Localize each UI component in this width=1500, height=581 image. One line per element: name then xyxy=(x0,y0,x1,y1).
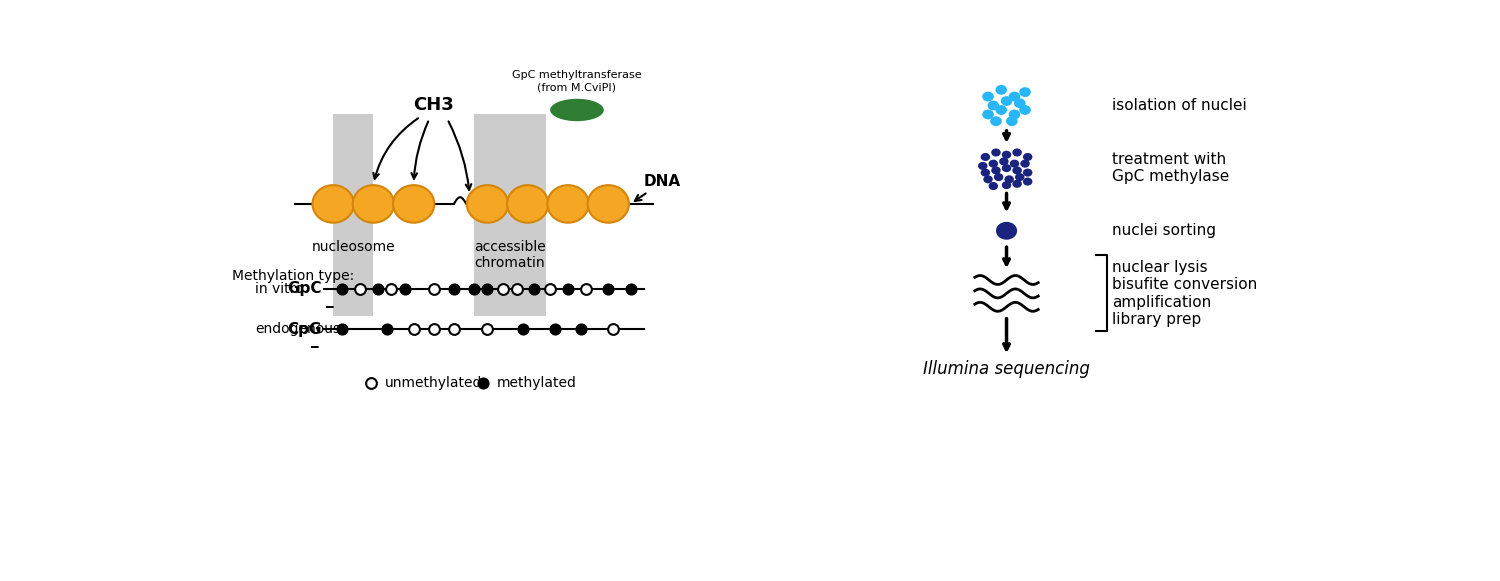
Ellipse shape xyxy=(996,222,1017,240)
Point xyxy=(471,378,495,388)
Point xyxy=(393,284,417,293)
Point xyxy=(375,325,399,334)
Ellipse shape xyxy=(1010,160,1019,168)
Point xyxy=(366,284,390,293)
Text: nuclei sorting: nuclei sorting xyxy=(1112,223,1216,238)
Text: _: _ xyxy=(310,333,318,348)
Point xyxy=(330,325,354,334)
Point xyxy=(330,284,354,293)
Point xyxy=(570,325,594,334)
Ellipse shape xyxy=(1002,181,1011,189)
Ellipse shape xyxy=(312,185,354,223)
Ellipse shape xyxy=(1014,98,1026,108)
Text: Methylation type:: Methylation type: xyxy=(232,268,354,282)
Point xyxy=(422,284,446,293)
Point xyxy=(476,284,500,293)
Ellipse shape xyxy=(1020,160,1031,168)
Ellipse shape xyxy=(1013,149,1022,156)
Ellipse shape xyxy=(1019,87,1031,97)
Text: DNA: DNA xyxy=(634,174,681,201)
Point xyxy=(543,325,567,334)
Point xyxy=(618,284,642,293)
Point xyxy=(442,325,466,334)
Ellipse shape xyxy=(1002,150,1011,159)
Point xyxy=(538,284,562,293)
Ellipse shape xyxy=(992,166,1000,174)
Ellipse shape xyxy=(981,168,990,177)
Text: CpG: CpG xyxy=(288,322,322,337)
Ellipse shape xyxy=(548,185,588,223)
Ellipse shape xyxy=(1002,164,1011,172)
Text: endogenous: endogenous xyxy=(255,322,340,336)
Ellipse shape xyxy=(1023,168,1032,177)
Ellipse shape xyxy=(1023,153,1032,161)
Point xyxy=(348,284,372,293)
Text: nuclear lysis
bisufite conversion
amplification
library prep: nuclear lysis bisufite conversion amplif… xyxy=(1112,260,1257,327)
Point xyxy=(490,284,514,293)
Text: Illumina sequencing: Illumina sequencing xyxy=(922,360,1090,378)
Ellipse shape xyxy=(1000,96,1012,106)
Point xyxy=(402,325,426,334)
Ellipse shape xyxy=(996,85,1006,95)
Ellipse shape xyxy=(1016,173,1025,181)
Text: GpC methyltransferase
(from M.CviPI): GpC methyltransferase (from M.CviPI) xyxy=(512,70,642,92)
Ellipse shape xyxy=(999,157,1008,166)
Text: _: _ xyxy=(326,293,333,307)
Text: isolation of nuclei: isolation of nuclei xyxy=(1112,98,1246,113)
Point xyxy=(504,284,528,293)
Text: CH3: CH3 xyxy=(414,96,454,114)
Point xyxy=(442,284,466,293)
Ellipse shape xyxy=(393,185,435,223)
Ellipse shape xyxy=(466,185,509,223)
Ellipse shape xyxy=(982,92,994,102)
Point xyxy=(358,378,382,388)
Ellipse shape xyxy=(990,116,1002,126)
Point xyxy=(574,284,598,293)
Point xyxy=(522,284,546,293)
Ellipse shape xyxy=(988,160,998,168)
Ellipse shape xyxy=(1007,116,1017,126)
Point xyxy=(422,325,446,334)
Text: in vitro: in vitro xyxy=(255,282,303,296)
Text: nucleosome: nucleosome xyxy=(312,240,394,254)
Text: unmethylated: unmethylated xyxy=(384,376,482,390)
Ellipse shape xyxy=(352,185,395,223)
Point xyxy=(380,284,404,293)
Ellipse shape xyxy=(1019,105,1031,115)
Ellipse shape xyxy=(550,99,604,121)
Text: accessible
chromatin: accessible chromatin xyxy=(474,240,546,270)
Point xyxy=(556,284,580,293)
Ellipse shape xyxy=(988,182,998,190)
Ellipse shape xyxy=(984,175,993,184)
Point xyxy=(462,284,486,293)
Ellipse shape xyxy=(981,153,990,161)
Ellipse shape xyxy=(1013,180,1022,188)
Ellipse shape xyxy=(1005,175,1014,184)
Ellipse shape xyxy=(992,149,1000,156)
Ellipse shape xyxy=(1023,178,1032,185)
Ellipse shape xyxy=(987,101,999,110)
Ellipse shape xyxy=(994,173,1004,181)
Ellipse shape xyxy=(978,162,987,170)
Ellipse shape xyxy=(1013,166,1022,174)
FancyBboxPatch shape xyxy=(333,114,374,315)
Point xyxy=(476,325,500,334)
Ellipse shape xyxy=(1008,110,1020,119)
Text: GpC: GpC xyxy=(288,281,322,296)
FancyBboxPatch shape xyxy=(474,114,546,315)
Ellipse shape xyxy=(588,185,628,223)
Ellipse shape xyxy=(996,105,1006,115)
Ellipse shape xyxy=(982,110,994,119)
Text: methylated: methylated xyxy=(496,376,576,390)
Text: treatment with
GpC methylase: treatment with GpC methylase xyxy=(1112,152,1230,184)
Ellipse shape xyxy=(507,185,549,223)
Ellipse shape xyxy=(1008,92,1020,102)
Point xyxy=(512,325,536,334)
Point xyxy=(597,284,621,293)
Point xyxy=(602,325,625,334)
